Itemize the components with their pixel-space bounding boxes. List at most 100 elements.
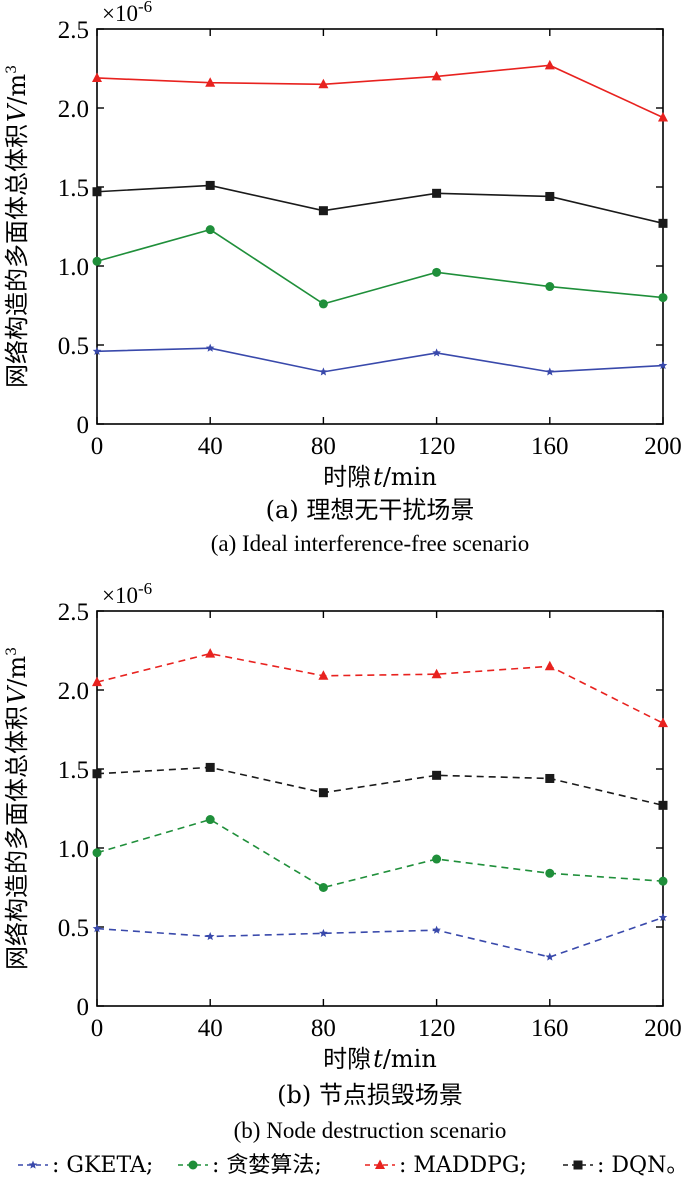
data-point <box>205 815 215 825</box>
data-point <box>318 788 328 798</box>
y-axis-label-unit: /m <box>3 656 31 687</box>
legend-marker <box>375 1159 385 1169</box>
y-axis-label-unit-exp: 3 <box>4 647 20 656</box>
data-point <box>318 670 329 680</box>
x-tick-label: 80 <box>311 1015 336 1042</box>
data-point <box>319 928 328 937</box>
y-tick-label: 0.5 <box>58 333 89 360</box>
series-line <box>96 766 664 807</box>
y-tick-label: 2.0 <box>58 96 89 123</box>
data-point <box>658 111 668 122</box>
y-tick-label: 1.0 <box>58 254 89 281</box>
data-point <box>205 225 215 235</box>
legend-item: : GKETA; <box>18 1153 153 1178</box>
x-tick-label: 0 <box>91 433 104 460</box>
y-axis-label-var: V <box>3 684 31 704</box>
data-point <box>432 348 441 357</box>
data-point <box>544 59 555 70</box>
y-multiplier-exp: -6 <box>138 579 152 598</box>
data-point <box>658 293 668 303</box>
legend-marker <box>188 1160 198 1170</box>
x-tick-label: 0 <box>91 1015 104 1042</box>
data-point <box>432 267 442 277</box>
y-tick-label: 1.0 <box>58 836 89 863</box>
y-axis-label-var: V <box>3 102 31 122</box>
x-tick-label: 80 <box>311 433 336 460</box>
data-point <box>92 676 102 687</box>
series-line <box>96 184 664 225</box>
y-multiplier-base: ×10 <box>102 583 138 608</box>
plot-frame <box>96 28 664 425</box>
y-axis-label-text: 网络构造的多面体总体积 <box>3 124 31 388</box>
data-point <box>318 206 328 216</box>
x-tick-label: 160 <box>531 1015 569 1042</box>
data-point <box>205 77 216 87</box>
data-point <box>658 361 668 370</box>
data-point <box>318 78 329 89</box>
y-axis-label: 网络构造的多面体总体积V/m3 <box>3 65 31 388</box>
data-point <box>319 367 328 376</box>
data-point <box>432 188 442 198</box>
legend-item: : DQN。 <box>563 1153 688 1178</box>
series-line <box>96 652 664 724</box>
series-star <box>92 343 668 376</box>
data-point <box>545 868 555 878</box>
data-point <box>545 367 555 376</box>
legend-label: : 贪婪算法; <box>212 1153 322 1178</box>
data-point <box>658 717 668 728</box>
caption-en: (b) Node destruction scenario <box>234 1118 507 1143</box>
data-point <box>205 648 216 658</box>
x-tick-label: 40 <box>198 433 223 460</box>
series-line <box>96 228 664 305</box>
data-point <box>432 770 442 780</box>
data-point <box>92 346 102 355</box>
y-tick-label: 0 <box>77 412 90 439</box>
data-point <box>658 218 668 228</box>
data-point <box>432 925 441 934</box>
data-point <box>545 773 555 783</box>
data-point <box>431 70 442 81</box>
y-axis-label-unit-exp: 3 <box>4 65 20 74</box>
x-axis-label-var: t <box>373 463 383 491</box>
legend-marker <box>28 1160 38 1169</box>
data-point <box>432 854 442 864</box>
legend-label: : GKETA; <box>52 1153 153 1178</box>
legend-item: : MADDPG; <box>365 1153 527 1178</box>
data-point <box>92 924 102 933</box>
data-point <box>431 668 442 679</box>
data-point <box>545 191 555 201</box>
data-point <box>318 883 328 892</box>
data-point <box>205 343 215 352</box>
caption-cn: (b) 节点损毁场景 <box>277 1081 463 1109</box>
x-axis-label: 时隙t/min <box>323 463 437 491</box>
y-multiplier: ×10-6 <box>102 579 152 608</box>
data-point <box>318 299 328 309</box>
y-multiplier-exp: -6 <box>138 0 152 16</box>
data-point <box>545 952 555 961</box>
series-square <box>92 762 668 810</box>
data-point <box>92 187 102 197</box>
caption-cn: (a) 理想无干扰场景 <box>266 496 475 524</box>
y-tick-label: 1.5 <box>58 175 89 202</box>
x-tick-label: 200 <box>644 433 682 460</box>
data-point <box>205 180 215 190</box>
y-tick-label: 0 <box>77 994 90 1021</box>
data-point <box>658 800 668 810</box>
legend-label: : DQN。 <box>597 1153 688 1178</box>
y-tick-label: 2.5 <box>58 599 89 626</box>
data-point <box>658 913 668 922</box>
series-square <box>92 180 668 228</box>
x-tick-label: 120 <box>418 433 456 460</box>
data-point <box>205 931 215 941</box>
x-axis-label-unit: /min <box>383 463 437 491</box>
chart-panel-a: 0 40 80 120 160 200 0 0.5 1.0 1.5 2.0 2.5 ×10-6 网络构造的… <box>3 0 682 556</box>
legend-marker <box>573 1160 583 1170</box>
y-axis-label-text: 网络构造的多面体总体积 <box>3 706 31 970</box>
x-tick-label: 120 <box>418 1015 456 1042</box>
series-triangle <box>92 59 668 122</box>
legend-label: : MADDPG; <box>399 1153 527 1178</box>
series-line <box>96 347 664 373</box>
y-tick-label: 2.0 <box>58 678 89 705</box>
data-point <box>92 72 102 82</box>
